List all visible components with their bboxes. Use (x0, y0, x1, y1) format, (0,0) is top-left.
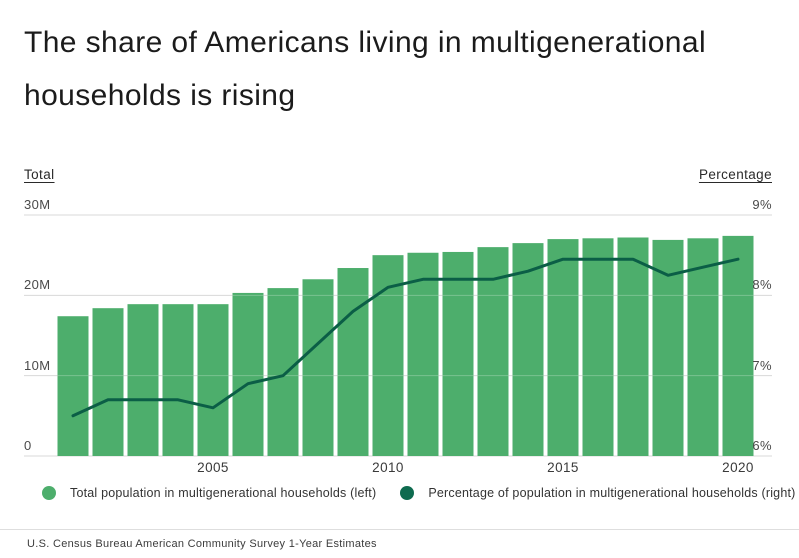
bar-2020 (722, 235, 754, 456)
right-axis-tick: 8% (752, 277, 772, 293)
x-axis-tick: 2005 (197, 460, 229, 475)
bar-2012 (442, 251, 474, 456)
x-axis-tick: 2015 (547, 460, 579, 475)
left-axis-title[interactable]: Total (24, 167, 55, 182)
legend-item: Total population in multigenerational ho… (42, 486, 376, 500)
left-axis-tick: 30M (24, 197, 51, 212)
right-axis-tick: 7% (752, 357, 772, 373)
bar-2008 (302, 279, 334, 456)
page-title-line1: The share of Americans living in multige… (24, 26, 707, 59)
bar-2016 (582, 238, 614, 456)
left-axis-tick: 0 (24, 438, 32, 453)
bar-2017 (617, 237, 649, 456)
right-axis-title[interactable]: Percentage (698, 167, 772, 182)
bar-2015 (547, 239, 579, 456)
x-axis-tick: 2010 (372, 460, 404, 475)
x-axis-tick: 2020 (722, 460, 754, 475)
bar-2003 (127, 304, 159, 456)
bar-2006 (232, 292, 264, 456)
percentage-line (71, 257, 740, 418)
bar-2019 (687, 238, 719, 456)
bar-2002 (92, 308, 124, 456)
right-axis-tick: 6% (752, 438, 772, 453)
page-title-line2: households is rising (24, 79, 296, 112)
legend-label: Total population in multigenerational ho… (70, 486, 377, 500)
page-title: The share of Americans living in multige… (24, 16, 706, 122)
bar-2005 (197, 304, 229, 456)
chart-legend: Total population in multigenerational ho… (42, 486, 796, 500)
bar-2007 (267, 288, 299, 456)
left-axis-tick: 20M (24, 277, 51, 293)
bar-2011 (407, 252, 439, 456)
legend-label: Percentage of population in multigenerat… (428, 486, 796, 500)
bar-2013 (477, 247, 509, 456)
source-note: U.S. Census Bureau American Community Su… (27, 538, 377, 550)
legend-dot-icon (42, 486, 56, 500)
left-axis-tick: 10M (24, 357, 51, 373)
legend-item: Percentage of population in multigenerat… (400, 486, 795, 500)
bar-2009 (337, 268, 369, 456)
bar-2014 (512, 243, 544, 456)
bar-2004 (162, 304, 194, 456)
legend-dot-icon (400, 486, 415, 500)
right-axis-tick: 9% (752, 197, 772, 212)
footer-divider (0, 529, 799, 530)
bar-2001 (57, 316, 89, 456)
